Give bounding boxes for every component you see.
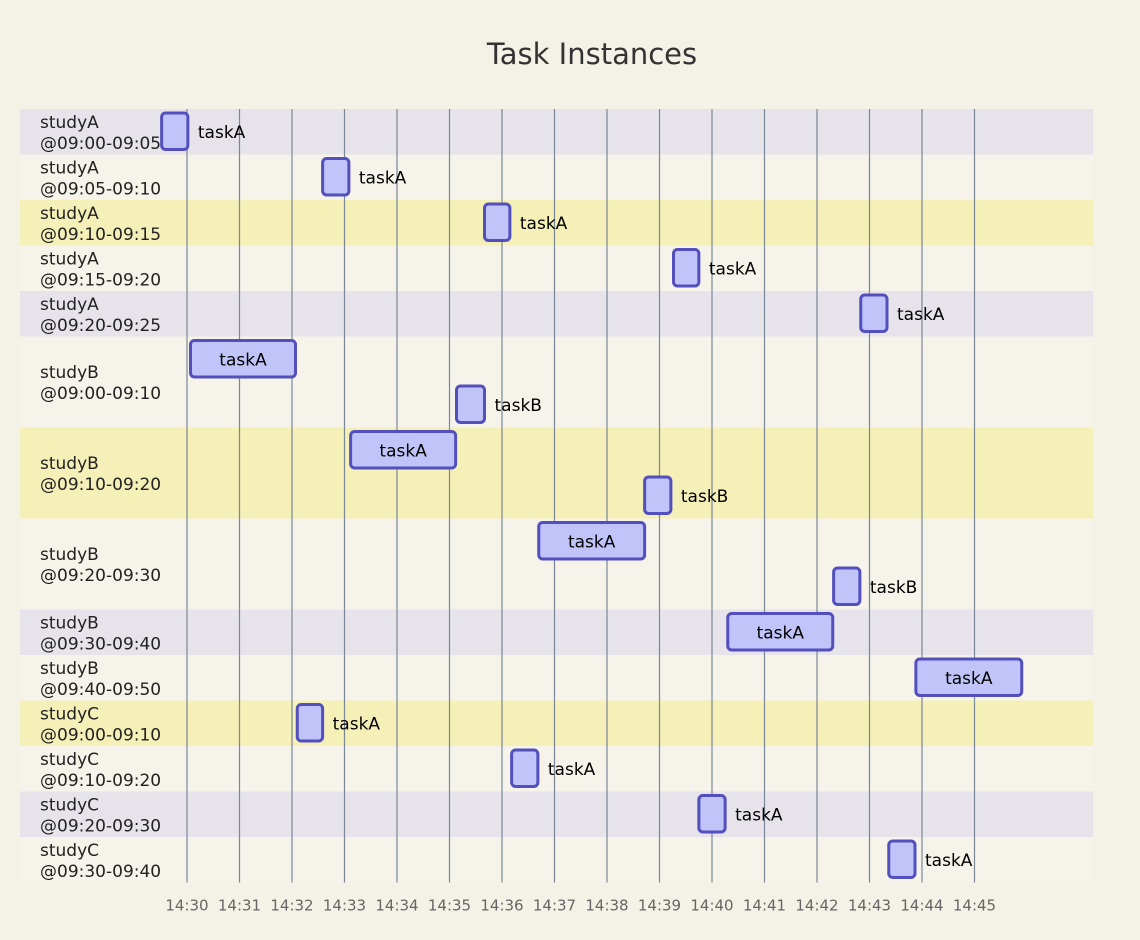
x-tick-label: 14:38: [585, 897, 628, 915]
chart-title: Task Instances: [486, 37, 697, 71]
section-label-window: @09:20-09:25: [40, 316, 161, 336]
section-label-window: @09:15-09:20: [40, 270, 161, 290]
section-label-window: @09:05-09:10: [40, 179, 161, 199]
task-bar: [295, 703, 325, 743]
section-band: [20, 700, 1093, 746]
section-label-study: studyC: [40, 795, 99, 815]
task-label: taskA: [897, 305, 945, 325]
section-label-window: @09:30-09:40: [40, 634, 161, 654]
section-label-study: studyA: [40, 204, 99, 224]
task-label: taskA: [548, 760, 596, 780]
task-label: taskA: [925, 851, 973, 871]
task-bar: [832, 566, 862, 606]
section-band: [20, 200, 1093, 246]
section-band: [20, 655, 1093, 701]
section-band: [20, 154, 1093, 200]
section-label-study: studyB: [40, 363, 99, 383]
section-label-study: studyB: [40, 613, 99, 633]
task-label: taskA: [520, 214, 568, 234]
task-bar: [726, 612, 835, 652]
task-bar: [189, 339, 297, 379]
x-tick-label: 14:30: [165, 897, 208, 915]
section-band: [20, 746, 1093, 792]
section-label-study: studyA: [40, 249, 99, 269]
section-label-study: studyB: [40, 454, 99, 474]
task-bar: [887, 839, 917, 879]
x-tick-label: 14:36: [480, 897, 523, 915]
section-label-window: @09:10-09:20: [40, 475, 161, 495]
task-bar: [455, 384, 486, 424]
section-label-window: @09:20-09:30: [40, 816, 161, 836]
section-label-study: studyA: [40, 158, 99, 178]
task-bar: [697, 794, 727, 834]
x-tick-label: 14:40: [690, 897, 733, 915]
task-label: taskB: [495, 396, 542, 416]
task-label: taskA: [333, 714, 381, 734]
x-tick-label: 14:32: [270, 897, 313, 915]
x-tick-label: 14:39: [638, 897, 681, 915]
section-label-study: studyB: [40, 659, 99, 679]
task-bar: [672, 248, 701, 288]
task-label: taskB: [681, 487, 728, 507]
x-tick-label: 14:34: [375, 897, 418, 915]
task-label: taskA: [709, 259, 757, 279]
x-tick-label: 14:44: [900, 897, 943, 915]
task-bar: [483, 202, 512, 242]
task-label: taskA: [735, 805, 783, 825]
task-bar: [349, 430, 458, 470]
section-band: [20, 291, 1093, 337]
task-bar: [321, 157, 351, 197]
task-label: taskA: [757, 623, 805, 643]
section-band: [20, 109, 1093, 155]
section-label-window: @09:20-09:30: [40, 566, 161, 586]
x-tick-label: 14:33: [323, 897, 366, 915]
x-tick-label: 14:43: [848, 897, 891, 915]
section-band: [20, 791, 1093, 837]
section-label-study: studyB: [40, 545, 99, 565]
task-label: taskA: [198, 123, 246, 143]
task-bar: [510, 748, 540, 788]
task-label: taskA: [568, 532, 616, 552]
task-label: taskA: [379, 441, 427, 461]
section-label-window: @09:00-09:10: [40, 384, 161, 404]
task-bar: [537, 521, 647, 561]
section-label-study: studyC: [40, 750, 99, 770]
section-label-study: studyC: [40, 704, 99, 724]
section-label-window: @09:40-09:50: [40, 680, 161, 700]
section-label-study: studyA: [40, 113, 99, 133]
task-label: taskB: [870, 578, 917, 598]
section-label-study: studyA: [40, 295, 99, 315]
x-tick-label: 14:37: [533, 897, 576, 915]
section-band: [20, 245, 1093, 291]
x-tick-label: 14:42: [795, 897, 838, 915]
x-tick-label: 14:31: [218, 897, 261, 915]
section-label-window: @09:00-09:10: [40, 725, 161, 745]
section-band: [20, 427, 1093, 519]
task-label: taskA: [219, 350, 267, 370]
section-label-window: @09:10-09:20: [40, 771, 161, 791]
x-tick-label: 14:35: [428, 897, 471, 915]
x-tick-label: 14:41: [743, 897, 786, 915]
section-band: [20, 609, 1093, 655]
task-label: taskA: [359, 168, 407, 188]
task-bar: [859, 293, 889, 333]
task-bar: [160, 111, 190, 151]
task-bar: [643, 475, 673, 515]
x-tick-label: 14:45: [953, 897, 996, 915]
section-label-window: @09:00-09:05: [40, 134, 161, 154]
task-label: taskA: [945, 669, 993, 689]
task-bar: [914, 657, 1024, 697]
section-label-study: studyC: [40, 841, 99, 861]
section-band: [20, 336, 1093, 428]
section-label-window: @09:10-09:15: [40, 225, 161, 245]
section-label-window: @09:30-09:40: [40, 862, 161, 882]
